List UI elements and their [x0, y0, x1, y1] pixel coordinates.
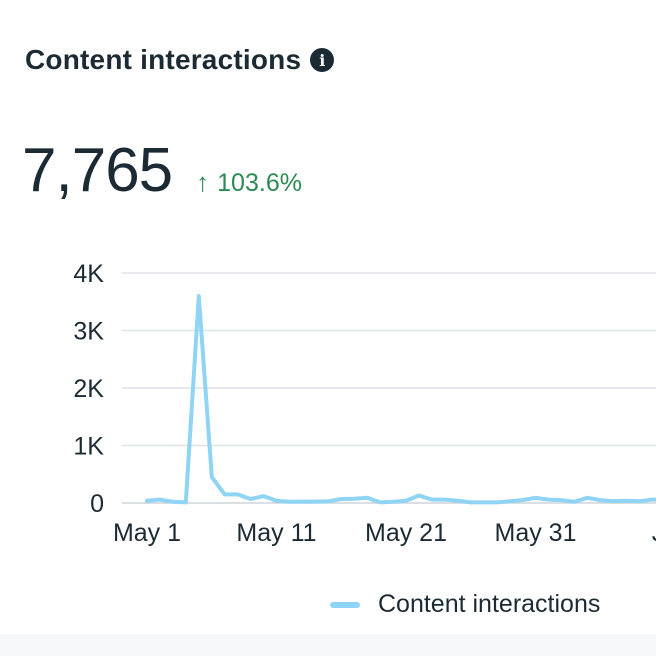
- chart-series: [145, 294, 656, 505]
- chart-legend[interactable]: Content interactions: [330, 590, 600, 619]
- x-tick-label: May 31: [495, 519, 577, 547]
- x-tick-label: May 11: [236, 519, 316, 547]
- metric-summary: 7,765 ↑ 103.6%: [22, 135, 302, 206]
- series-line[interactable]: [145, 294, 656, 505]
- y-tick-label: 4K: [73, 260, 104, 288]
- card-title: Content interactions: [25, 44, 302, 75]
- y-tick-label: 2K: [73, 375, 104, 403]
- card-header: Content interactions i: [25, 44, 335, 76]
- legend-swatch: [330, 601, 360, 608]
- metric-change-percent: 103.6%: [217, 169, 302, 197]
- info-icon[interactable]: i: [310, 48, 335, 72]
- x-tick-label: Ju: [652, 519, 656, 547]
- metric-change: ↑ 103.6%: [196, 167, 302, 198]
- x-axis-ticks: May 1 May 11 May 21 May 31 Ju: [113, 519, 656, 547]
- y-axis-ticks: 0 1K 2K 3K 4K: [73, 260, 104, 518]
- y-tick-label: 1K: [73, 433, 104, 461]
- legend-label: Content interactions: [378, 590, 601, 618]
- metric-total-value: 7,765: [22, 136, 173, 205]
- x-tick-label: May 1: [113, 519, 181, 547]
- footer-divider: [0, 634, 656, 656]
- y-tick-label: 0: [90, 490, 104, 518]
- arrow-up-icon: ↑: [196, 167, 210, 197]
- x-tick-label: May 21: [365, 519, 447, 547]
- line-chart: 0 1K 2K 3K 4K May 1 May 11 May 21 May 31 Ju: [73, 260, 656, 547]
- chart-grid: [122, 272, 656, 504]
- y-tick-label: 3K: [73, 318, 104, 346]
